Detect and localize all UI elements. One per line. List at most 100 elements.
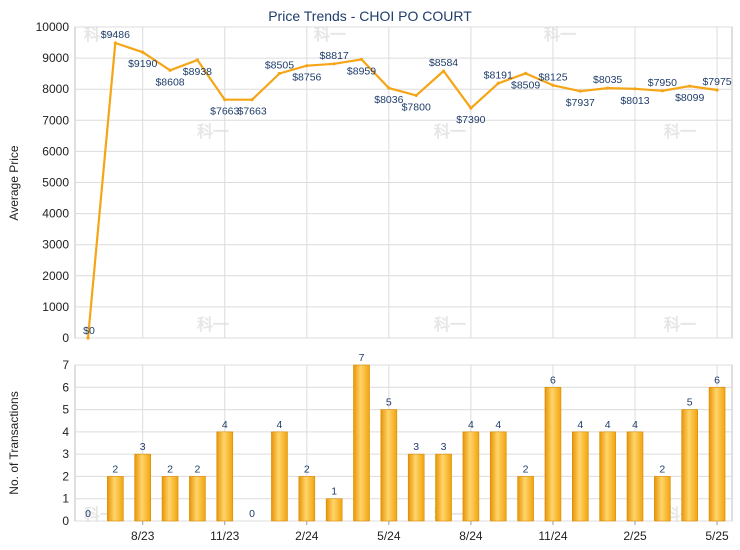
transactions-bar xyxy=(626,431,644,522)
transactions-data-label: 2 xyxy=(167,463,173,475)
transactions-bar xyxy=(161,476,179,522)
price-y-tick-label: 3000 xyxy=(42,238,69,252)
transactions-bar xyxy=(107,476,124,522)
transactions-bar xyxy=(462,431,480,522)
transactions-bar xyxy=(380,409,398,522)
transactions-bar xyxy=(189,476,206,522)
price-y-tick-label: 7000 xyxy=(42,113,69,127)
price-data-label: $8756 xyxy=(292,72,321,84)
transactions-bar xyxy=(435,453,452,522)
price-data-label: $7937 xyxy=(566,97,595,109)
transactions-bar xyxy=(654,476,671,522)
price-point xyxy=(223,98,227,102)
price-point xyxy=(633,87,637,91)
price-y-ticks: 0 1000 2000 3000 4000 5000 6000 7000 8000 9000 100… xyxy=(36,20,70,345)
watermark-text: 科一 xyxy=(664,315,696,334)
transactions-y-axis-title: No. of Transactions xyxy=(7,391,21,494)
price-data-label: $9190 xyxy=(128,58,157,70)
price-point xyxy=(660,89,664,93)
transactions-bar xyxy=(571,431,589,522)
transactions-data-label: 0 xyxy=(249,508,255,520)
transactions-data-label: 2 xyxy=(659,463,665,475)
price-line-series xyxy=(86,41,719,340)
transactions-bar xyxy=(353,364,370,522)
price-point xyxy=(688,84,692,88)
price-data-label: $7975 xyxy=(702,76,731,88)
transactions-data-label: 7 xyxy=(359,352,365,364)
transactions-y-tick-label: 4 xyxy=(62,425,69,439)
transactions-data-label: 6 xyxy=(550,374,556,386)
transactions-data-label: 1 xyxy=(331,486,337,498)
transactions-data-label: 4 xyxy=(577,419,583,431)
price-y-tick-label: 5000 xyxy=(42,176,69,190)
transactions-y-ticks: 0 1 2 3 4 5 6 7 xyxy=(62,358,69,528)
transactions-y-tick-label: 7 xyxy=(62,358,69,372)
transactions-data-labels: 0 2 3 2 2 4 0 4 2 1 7 5 3 3 4 4 2 6 4 4 4 2 5 6 xyxy=(85,352,720,520)
transactions-y-tick-label: 6 xyxy=(62,380,69,394)
transactions-data-label: 2 xyxy=(194,463,200,475)
price-data-label: $9486 xyxy=(101,29,130,41)
transactions-bar xyxy=(517,476,534,522)
transactions-data-label: 4 xyxy=(277,419,283,431)
watermark-text: 科一 xyxy=(314,25,346,44)
price-y-tick-label: 4000 xyxy=(42,207,69,221)
price-point xyxy=(606,86,610,90)
transactions-data-label: 6 xyxy=(714,374,720,386)
watermark-text: 科一 xyxy=(434,315,466,334)
transactions-x-tick-label: 5/24 xyxy=(377,529,401,543)
transactions-data-label: 3 xyxy=(140,441,146,453)
price-data-label: $8035 xyxy=(593,74,622,86)
transactions-bar xyxy=(708,386,726,522)
transactions-x-tick-label: 2/25 xyxy=(623,529,647,543)
transactions-data-label: 4 xyxy=(605,419,611,431)
transactions-x-tick-label: 5/25 xyxy=(705,529,729,543)
price-data-label: $7663 xyxy=(237,106,266,118)
price-y-tick-label: 0 xyxy=(62,331,69,345)
transactions-data-label: 0 xyxy=(85,508,91,520)
transactions-x-tick-label: 11/23 xyxy=(210,529,239,543)
price-point xyxy=(305,64,309,68)
transactions-bar-series xyxy=(107,364,726,522)
transactions-y-tick-label: 1 xyxy=(62,492,69,506)
price-data-label: $7800 xyxy=(402,101,431,113)
price-point xyxy=(387,86,391,90)
price-point xyxy=(359,57,364,61)
transactions-data-label: 4 xyxy=(222,419,228,431)
transactions-bar xyxy=(489,431,507,522)
price-data-label: $8817 xyxy=(320,50,349,62)
transactions-bar xyxy=(325,498,343,522)
transactions-y-tick-label: 0 xyxy=(62,514,69,528)
price-point xyxy=(113,41,117,45)
transactions-x-ticks: 8/23 11/23 2/24 5/24 8/24 11/24 2/25 5/25 xyxy=(131,521,729,543)
price-data-label: $7663 xyxy=(210,106,239,118)
transactions-x-tick-label: 8/23 xyxy=(131,529,155,543)
transactions-x-tick-label: 11/24 xyxy=(538,529,567,543)
price-point xyxy=(141,50,145,54)
watermark-text: 科一 xyxy=(664,122,696,141)
price-y-axis-title: Average Price xyxy=(7,145,21,220)
price-point xyxy=(524,71,528,75)
price-y-tick-label: 1000 xyxy=(42,300,69,314)
transactions-bar xyxy=(599,431,616,522)
price-point xyxy=(414,93,418,98)
price-data-label: $8938 xyxy=(183,66,212,78)
price-point xyxy=(195,58,199,62)
transactions-x-tick-label: 2/24 xyxy=(295,529,319,543)
price-point xyxy=(277,71,282,76)
price-y-tick-label: 6000 xyxy=(42,144,69,158)
price-point xyxy=(715,88,719,92)
transactions-y-tick-label: 5 xyxy=(62,403,69,417)
transactions-data-label: 4 xyxy=(495,419,501,431)
transactions-bar xyxy=(271,431,288,522)
price-point xyxy=(441,69,446,73)
price-point xyxy=(496,81,500,85)
price-data-label: $8036 xyxy=(374,94,403,106)
transactions-data-label: 4 xyxy=(632,419,638,431)
transactions-x-tick-label: 8/24 xyxy=(459,529,483,543)
price-y-tick-label: 8000 xyxy=(42,82,69,96)
price-data-label: $8959 xyxy=(347,65,376,77)
watermark-text: 科一 xyxy=(544,25,576,44)
transactions-y-tick-label: 3 xyxy=(62,447,69,461)
transactions-data-label: 3 xyxy=(441,441,447,453)
